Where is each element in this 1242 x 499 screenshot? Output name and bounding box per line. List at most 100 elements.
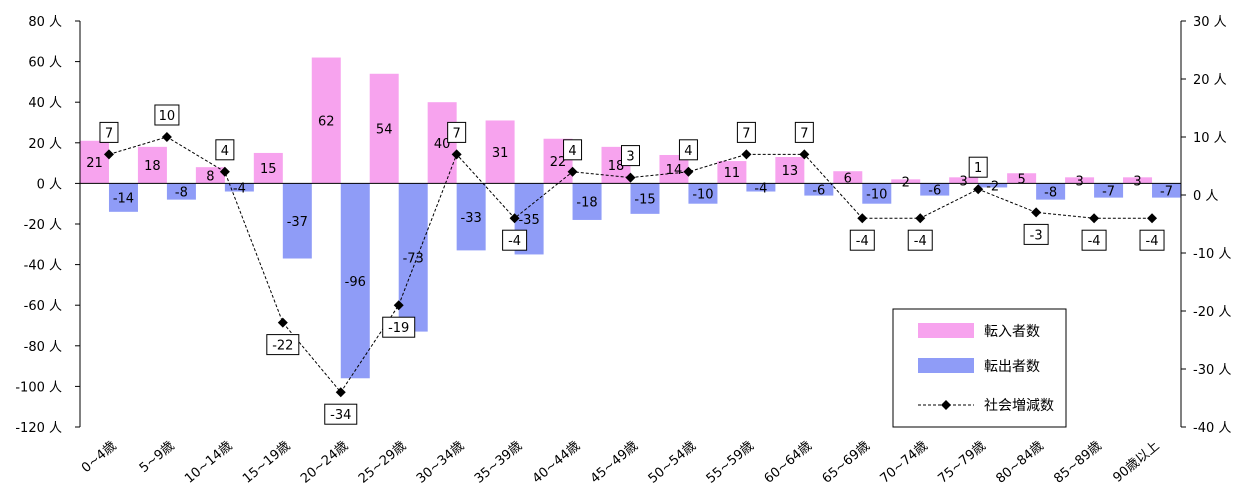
net-change-label-box	[1139, 229, 1165, 251]
net-change-label-text: 3	[626, 150, 634, 165]
net-change-label: 10	[154, 104, 180, 126]
net-change-marker	[973, 184, 984, 195]
bar-transfer-out	[398, 183, 428, 332]
net-change-label: -4	[849, 229, 875, 251]
bar-transfer-out	[456, 183, 486, 251]
net-change-label-box	[968, 156, 988, 178]
category-label: 55~59歳	[704, 439, 757, 487]
net-change-label-text: -4	[856, 234, 869, 249]
net-change-label: -4	[1139, 229, 1165, 251]
net-change-marker	[393, 300, 404, 311]
net-change-label: -4	[1081, 229, 1107, 251]
net-change-marker	[219, 166, 230, 177]
right-tick-label: -30 人	[1193, 363, 1231, 378]
category-label: 90歳以上	[1110, 439, 1162, 486]
net-change-label-text: -4	[1088, 234, 1101, 249]
net-change-label-text: -22	[272, 339, 293, 354]
left-tick-label: 20 人	[28, 137, 62, 152]
net-change-label-text: 4	[684, 144, 692, 159]
data-label-transfer-in: 5	[1017, 172, 1025, 187]
net-change-label-box	[849, 229, 875, 251]
left-tick-label: 40 人	[28, 96, 62, 111]
legend-swatch-out	[918, 358, 974, 373]
data-label-transfer-out: -73	[403, 251, 424, 266]
net-change-label: 3	[621, 145, 640, 167]
category-label: 70~74歳	[878, 439, 931, 487]
data-label-transfer-out: -35	[518, 213, 539, 228]
data-label-transfer-in: 3	[960, 174, 968, 189]
data-label-transfer-in: 31	[492, 146, 509, 161]
net-change-marker	[625, 172, 636, 183]
net-change-label-text: 10	[159, 109, 176, 124]
legend: 転入者数 転出者数 社会増減数	[892, 308, 1067, 428]
category-label: 40~44歳	[530, 439, 583, 487]
data-label-transfer-in: 14	[666, 163, 683, 178]
category-label: 10~14歳	[182, 439, 235, 487]
bar-transfer-in	[833, 171, 863, 184]
data-label-transfer-in: 54	[376, 123, 393, 138]
net-change-label: -3	[1023, 223, 1049, 245]
bar-transfer-in	[775, 157, 805, 184]
bar-transfer-out	[1152, 183, 1182, 198]
series-net-change	[103, 132, 1158, 398]
net-change-label: 7	[99, 121, 119, 143]
data-label-transfer-in: 3	[1075, 174, 1083, 189]
net-change-label-box	[1081, 229, 1107, 251]
bar-transfer-out	[978, 183, 1008, 188]
net-change-marker	[683, 166, 694, 177]
net-change-label-box	[324, 403, 358, 425]
bar-transfer-in	[485, 120, 515, 184]
net-change-marker	[277, 317, 288, 328]
bar-transfer-out	[688, 183, 718, 204]
bar-transfer-out	[1094, 183, 1124, 198]
net-change-label-text: 7	[800, 126, 808, 141]
data-label-transfer-in: 21	[86, 156, 103, 171]
left-tick-label: -120 人	[15, 421, 62, 436]
net-change-label: 7	[447, 121, 467, 143]
bar-transfer-out	[572, 183, 602, 220]
data-label-transfer-in: 18	[144, 159, 161, 174]
left-tick-label: -100 人	[15, 380, 62, 395]
net-change-label: 7	[794, 121, 814, 143]
net-change-label-box	[447, 121, 467, 143]
net-change-label-text: 4	[568, 144, 576, 159]
data-label-transfer-in: 18	[608, 159, 625, 174]
net-change-label: 7	[736, 121, 756, 143]
net-change-label: -19	[382, 316, 416, 338]
net-change-label-text: 7	[453, 126, 461, 141]
bar-transfer-in	[253, 152, 283, 184]
net-change-marker	[567, 166, 578, 177]
bar-transfer-out	[166, 183, 196, 200]
net-change-label-box	[99, 121, 119, 143]
legend-marker-net	[941, 400, 951, 410]
net-change-label-text: 1	[974, 161, 982, 176]
data-label-transfer-out: -10	[866, 188, 887, 203]
bar-transfer-out	[282, 183, 312, 259]
net-change-label-box	[621, 145, 640, 167]
net-change-marker	[1031, 207, 1042, 218]
category-label: 15~19歳	[240, 439, 293, 487]
data-label-transfer-out: -6	[928, 183, 941, 198]
data-label-transfer-out: -7	[1160, 185, 1173, 200]
data-label-transfer-out: -14	[113, 192, 134, 207]
net-change-label-box	[1023, 223, 1049, 245]
left-tick-label: 60 人	[28, 56, 62, 71]
net-change-label-text: 7	[105, 126, 113, 141]
category-label: 35~39歳	[472, 439, 525, 487]
net-change-label: -4	[907, 229, 933, 251]
net-change-label-box	[678, 139, 698, 161]
bar-transfer-out	[746, 183, 776, 192]
data-label-transfer-in: 6	[844, 171, 852, 186]
bar-transfer-out	[108, 183, 138, 212]
net-change-marker	[1147, 213, 1158, 224]
data-label-transfer-out: -15	[634, 193, 655, 208]
category-label: 85~89歳	[1051, 439, 1104, 487]
data-label-transfer-out: -37	[287, 215, 308, 230]
net-change-label-text: -3	[1030, 228, 1043, 243]
data-label-transfer-out: -33	[461, 211, 482, 226]
net-change-marker	[103, 149, 114, 160]
net-change-label-box	[794, 121, 814, 143]
net-change-label-text: 7	[742, 126, 750, 141]
